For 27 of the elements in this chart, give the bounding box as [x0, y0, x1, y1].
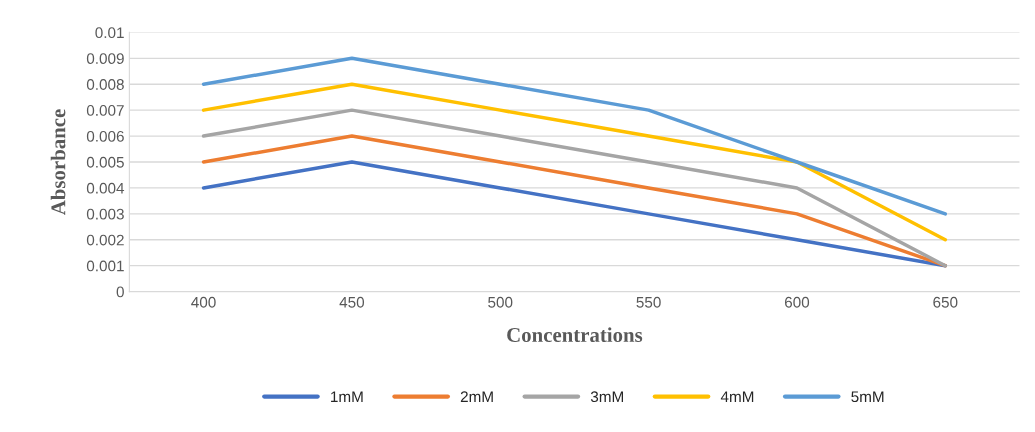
legend-label: 3mM — [590, 391, 623, 403]
y-tick-label: 0.005 — [86, 156, 124, 168]
x-axis-title: Concentrations — [507, 327, 643, 343]
line-series — [201, 82, 948, 242]
legend-label: 5mM — [851, 391, 884, 403]
x-tick-label: 550 — [636, 296, 661, 308]
x-tick-label: 400 — [191, 296, 216, 308]
y-tick-label: 0.006 — [86, 130, 124, 142]
y-axis-title: Absorbance — [50, 109, 66, 216]
legend-label: 2mM — [460, 391, 493, 402]
line-series — [201, 108, 948, 268]
y-tick-label: 0.003 — [86, 208, 124, 220]
y-tick-label: 0.004 — [86, 182, 125, 194]
y-tick-label: 0.002 — [86, 234, 124, 246]
legend-label: 1mM — [331, 391, 363, 402]
legend-label: 4mM — [720, 391, 754, 402]
x-tick-label: 650 — [933, 296, 958, 308]
y-tick-label: 0.009 — [86, 53, 124, 65]
x-tick-label: 600 — [784, 296, 810, 308]
y-tick-label: 0.007 — [86, 105, 124, 116]
y-tick-label: 0.008 — [86, 79, 124, 90]
y-tick-label: 0.01 — [95, 27, 124, 39]
y-tick-label: 0.001 — [86, 260, 124, 272]
x-tick-label: 500 — [488, 296, 513, 308]
x-tick-label: 450 — [339, 296, 365, 308]
line-series — [201, 56, 948, 216]
y-tick-label: 0 — [116, 286, 124, 298]
